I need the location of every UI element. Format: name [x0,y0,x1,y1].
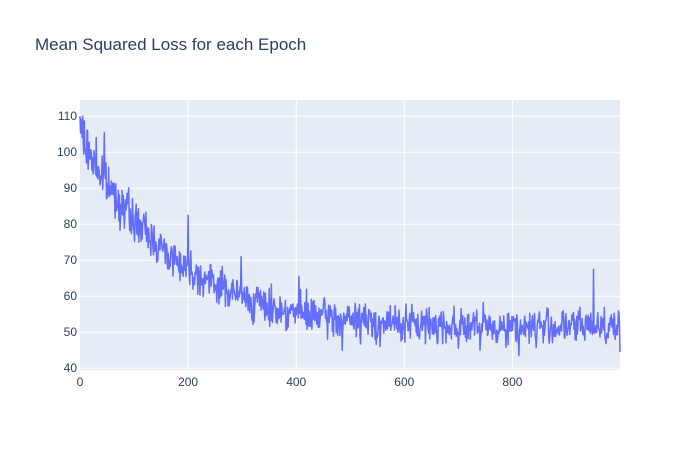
y-tick-label: 80 [64,217,78,231]
x-tick-label: 200 [178,375,198,389]
loss-series-line [79,115,621,357]
y-tick-label: 40 [64,361,78,375]
y-tick-label: 70 [64,253,78,267]
y-tick-label: 90 [64,181,78,195]
y-tick-label: 110 [58,109,77,123]
x-tick-label: 600 [394,375,414,389]
x-tick-label: 0 [77,375,84,389]
y-tick-label: 100 [57,145,77,159]
x-tick-label: 800 [502,375,522,389]
x-axis-ticks: 0 200 400 600 800 [77,375,523,389]
y-tick-label: 60 [64,289,78,303]
y-tick-label: 50 [64,325,78,339]
series-line-group [79,115,621,357]
x-tick-label: 400 [286,375,306,389]
chart-title: Mean Squared Loss for each Epoch [35,35,306,54]
y-axis-ticks: 40 50 60 70 80 90 100 110 [57,109,77,375]
